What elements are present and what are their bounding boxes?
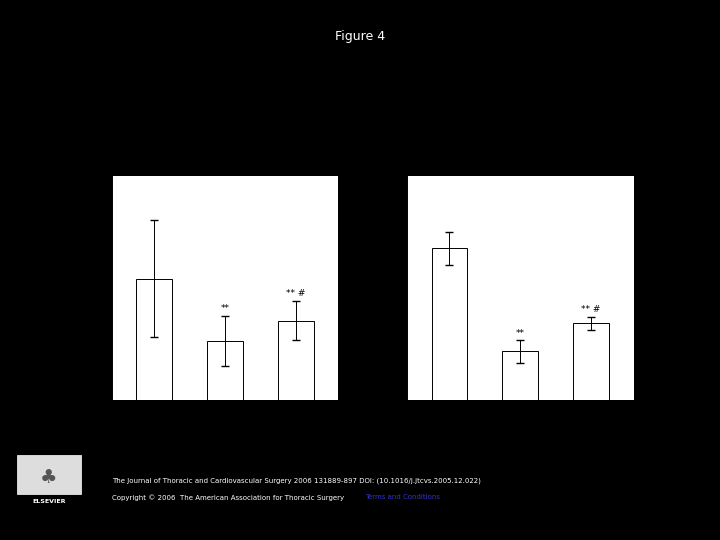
Bar [136,279,172,400]
Text: Terms and Conditions: Terms and Conditions [365,494,440,500]
Text: The Journal of Thoracic and Cardiovascular Surgery 2006 131889-897 DOI: (10.1016: The Journal of Thoracic and Cardiovascul… [112,478,480,484]
Text: ♣: ♣ [40,468,58,487]
Y-axis label: Blood flow (mL/min/g): Blood flow (mL/min/g) [80,238,89,338]
Text: ** #: ** # [581,306,600,314]
Text: B.: B. [357,169,368,179]
Text: ** #: ** # [286,289,305,298]
Text: **: ** [516,329,525,338]
Text: **: ** [220,303,230,313]
Bar [573,323,609,400]
Bar [431,248,467,400]
Text: Figure 4: Figure 4 [335,30,385,43]
Bar [278,321,314,400]
Y-axis label: Numberic density of arterioles
(arterioles/mm²): Numberic density of arterioles (arteriol… [368,219,387,356]
Text: Copyright © 2006  The American Association for Thoracic Surgery: Copyright © 2006 The American Associatio… [112,494,346,501]
Text: A.: A. [62,169,73,179]
Bar [503,352,538,400]
Bar [17,455,81,494]
Text: ELSEVIER: ELSEVIER [32,500,66,504]
Bar [207,341,243,400]
